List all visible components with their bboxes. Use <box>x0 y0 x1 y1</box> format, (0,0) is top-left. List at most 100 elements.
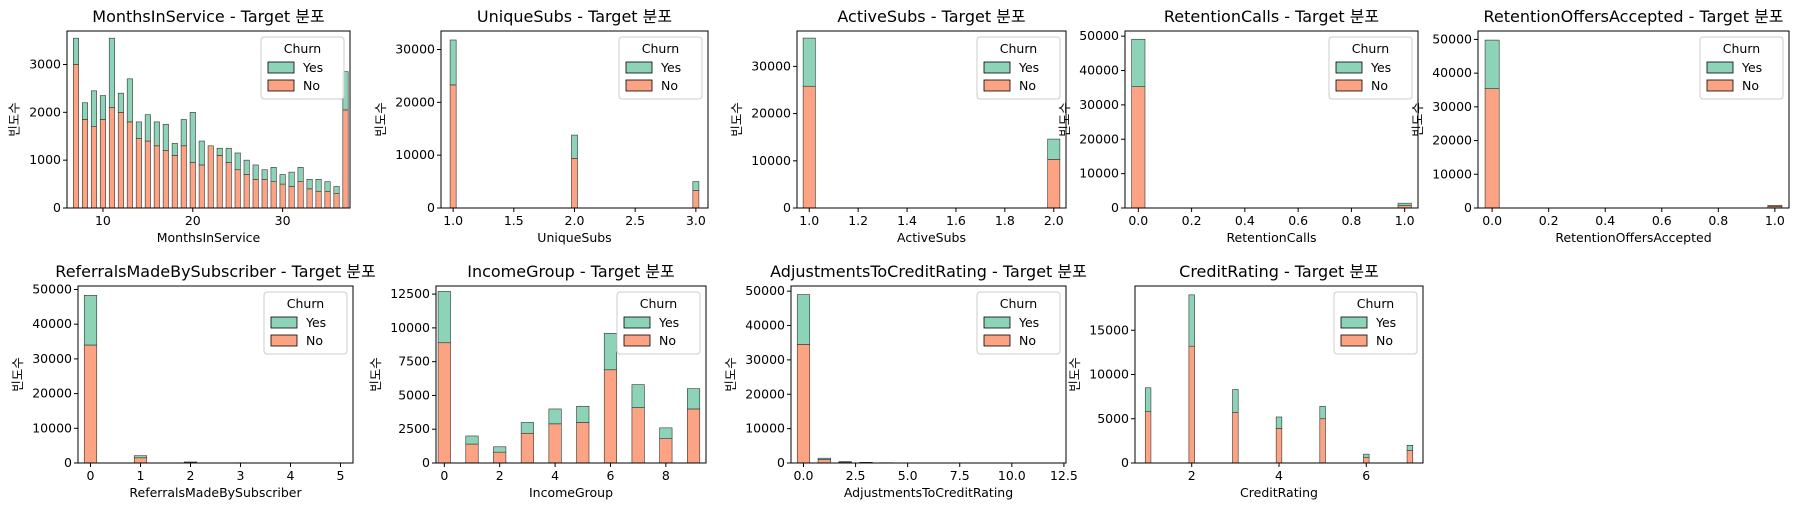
chart-panel-5: RetentionOffersAccepted - Target 분포 0.0 0.… <box>1410 7 1790 245</box>
bar-no <box>1144 411 1152 464</box>
x-tick-label: 0.6 <box>1652 213 1672 228</box>
y-tick-label: 0 <box>1464 200 1472 215</box>
y-tick-label: 50000 <box>1079 28 1119 43</box>
bar-yes <box>333 186 340 194</box>
y-tick-label: 30000 <box>32 351 72 366</box>
y-tick-label: 20000 <box>751 106 791 121</box>
bar-no <box>162 150 169 209</box>
y-tick-label: 1000 <box>29 152 61 167</box>
bar-no <box>135 138 142 209</box>
x-axis-label: AdjustmentsToCreditRating <box>844 485 1013 500</box>
x-tick-label: 30 <box>275 213 291 228</box>
bar-yes <box>571 134 578 159</box>
y-tick-label: 10000 <box>395 147 435 162</box>
legend-entry-yes: Yes <box>302 60 323 75</box>
chart-title: UniqueSubs - Target 분포 <box>477 7 672 26</box>
legend-title: Churn <box>640 296 677 311</box>
y-axis-label: 빈도수 <box>10 357 25 392</box>
legend-swatch-no <box>623 334 651 347</box>
y-axis-label: 빈도수 <box>729 102 744 137</box>
y-tick-label: 10000 <box>390 320 430 335</box>
legend: Churn Yes No <box>1333 291 1418 355</box>
x-tick-label: 5.0 <box>898 468 918 483</box>
chart-title: AdjustmentsToCreditRating - Target 분포 <box>770 262 1087 281</box>
x-tick-label: 0.4 <box>1595 213 1615 228</box>
legend-title: Churn <box>1357 296 1394 311</box>
bar-no <box>216 155 223 209</box>
legend-swatch-no <box>267 79 295 92</box>
x-tick-label: 2.5 <box>625 213 645 228</box>
y-tick-label: 12500 <box>390 286 430 301</box>
bar-yes <box>180 119 187 147</box>
y-tick-label: 40000 <box>1079 63 1119 78</box>
bar-no <box>333 193 340 209</box>
x-tick-label: 1.0 <box>799 213 819 228</box>
y-tick-label: 5000 <box>1097 411 1129 426</box>
y-tick-label: 30000 <box>1432 99 1472 114</box>
bar-no <box>659 438 673 464</box>
legend-title: Churn <box>287 296 324 311</box>
bar-no <box>270 181 277 209</box>
legend-swatch-yes <box>623 316 651 329</box>
bar-yes <box>108 37 115 108</box>
bar-yes <box>133 455 148 459</box>
x-tick-label: 6 <box>606 468 614 483</box>
x-tick-label: 0.0 <box>1128 213 1148 228</box>
x-tick-label: 1.5 <box>504 213 524 228</box>
bar-no <box>297 181 304 209</box>
legend-entry-yes: Yes <box>1741 60 1762 75</box>
y-tick-label: 2000 <box>29 104 61 119</box>
y-tick-label: 50000 <box>1432 31 1472 46</box>
bar-yes <box>1406 445 1414 451</box>
bar-no <box>692 190 700 209</box>
legend-entry-no: No <box>303 78 320 93</box>
bar-no <box>1131 86 1146 209</box>
y-tick-label: 30000 <box>751 58 791 73</box>
bar-no <box>520 432 534 464</box>
bar-yes <box>520 422 534 434</box>
x-tick-label: 4 <box>1275 468 1283 483</box>
x-tick-label: 1.4 <box>897 213 917 228</box>
bar-yes <box>72 37 79 65</box>
bar-no <box>437 342 451 464</box>
x-tick-label: 0.4 <box>1235 213 1255 228</box>
bar-no <box>207 145 214 209</box>
y-tick-label: 40000 <box>745 318 785 333</box>
bar-yes <box>1275 416 1283 429</box>
legend-swatch-no <box>1340 334 1368 347</box>
y-tick-label: 0 <box>422 455 430 470</box>
chart-panel-4: RetentionCalls - Target 분포 0.0 0.2 0.4 0.6 0.… <box>1057 7 1419 245</box>
bar-no <box>153 145 160 209</box>
x-tick-label: 5 <box>337 468 345 483</box>
legend-swatch-no <box>270 334 298 347</box>
bar-no <box>90 126 97 209</box>
bar-yes <box>1232 389 1239 413</box>
y-tick-label: 20000 <box>395 94 435 109</box>
bar-no <box>133 457 148 464</box>
y-tick-label: 0 <box>783 200 791 215</box>
bar-no <box>631 407 645 464</box>
bar-yes <box>198 140 205 166</box>
y-tick-label: 7500 <box>398 354 430 369</box>
bar-no <box>189 162 196 209</box>
chart-title: CreditRating - Target 분포 <box>1179 262 1379 281</box>
legend: Churn Yes No <box>618 36 703 100</box>
bar-no <box>108 107 115 209</box>
bar-yes <box>171 143 178 156</box>
x-tick-label: 0.0 <box>1482 213 1502 228</box>
legend-entry-yes: Yes <box>660 60 681 75</box>
bar-no <box>1275 428 1283 464</box>
bar-yes <box>817 457 831 460</box>
bar-yes <box>1319 406 1326 420</box>
x-tick-label: 0.8 <box>1341 213 1361 228</box>
bar-no <box>306 188 313 209</box>
legend-title: Churn <box>642 41 679 56</box>
y-axis-label: 빈도수 <box>368 357 383 392</box>
y-tick-label: 0 <box>64 455 72 470</box>
bar-no <box>603 369 617 464</box>
bar-no <box>817 459 831 464</box>
bar-yes <box>576 405 590 423</box>
bar-yes <box>252 164 259 180</box>
bar-yes <box>796 294 811 345</box>
x-tick-label: 3 <box>237 468 245 483</box>
